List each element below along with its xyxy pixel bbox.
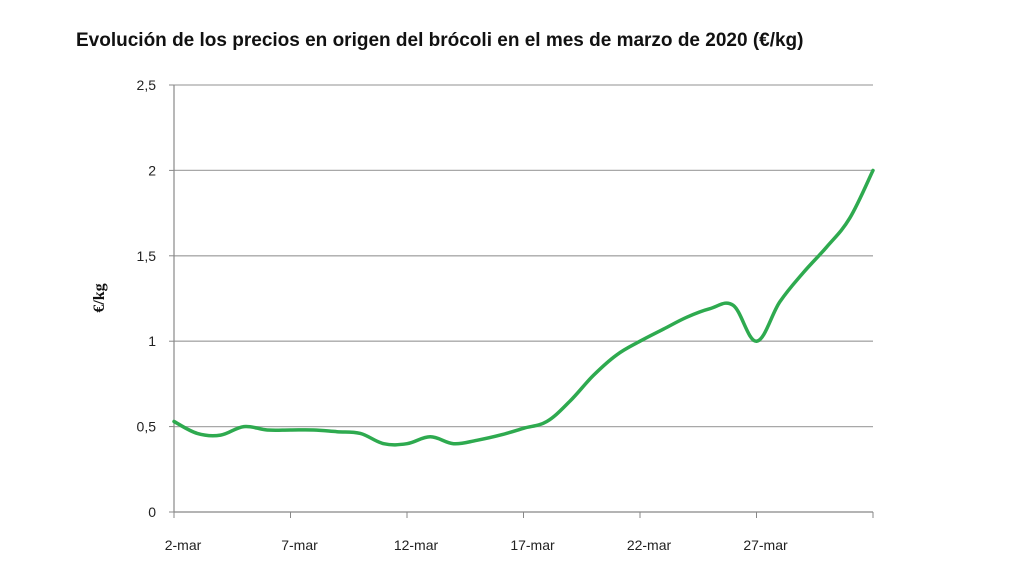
y-tick-label: 2,5 bbox=[137, 77, 157, 93]
x-tick-label: 12-mar bbox=[394, 537, 439, 553]
y-tick-label: 0 bbox=[148, 504, 156, 520]
y-tick-label: 1 bbox=[148, 333, 156, 349]
y-axis-label: €/kg bbox=[91, 283, 108, 312]
series-line bbox=[172, 168, 875, 447]
tick-labels: 0 0,5 1 1,5 2 2,5 2-mar 7-mar 12-mar 17-mar 22-mar… bbox=[91, 77, 788, 553]
x-tick-label: 7-mar bbox=[281, 537, 318, 553]
chart-title: Evolución de los precios en origen del b… bbox=[76, 30, 804, 51]
y-tick-label: 0,5 bbox=[137, 419, 157, 435]
x-tick-label: 2-mar bbox=[165, 537, 202, 553]
y-tick-label: 1,5 bbox=[137, 248, 157, 264]
gridlines bbox=[174, 84, 873, 428]
axes bbox=[169, 84, 874, 518]
series-layer bbox=[172, 168, 875, 447]
x-tick-label: 17-mar bbox=[510, 537, 555, 553]
x-tick-label: 22-mar bbox=[627, 537, 672, 553]
x-tick-label: 27-mar bbox=[743, 537, 788, 553]
y-tick-label: 2 bbox=[148, 162, 156, 178]
